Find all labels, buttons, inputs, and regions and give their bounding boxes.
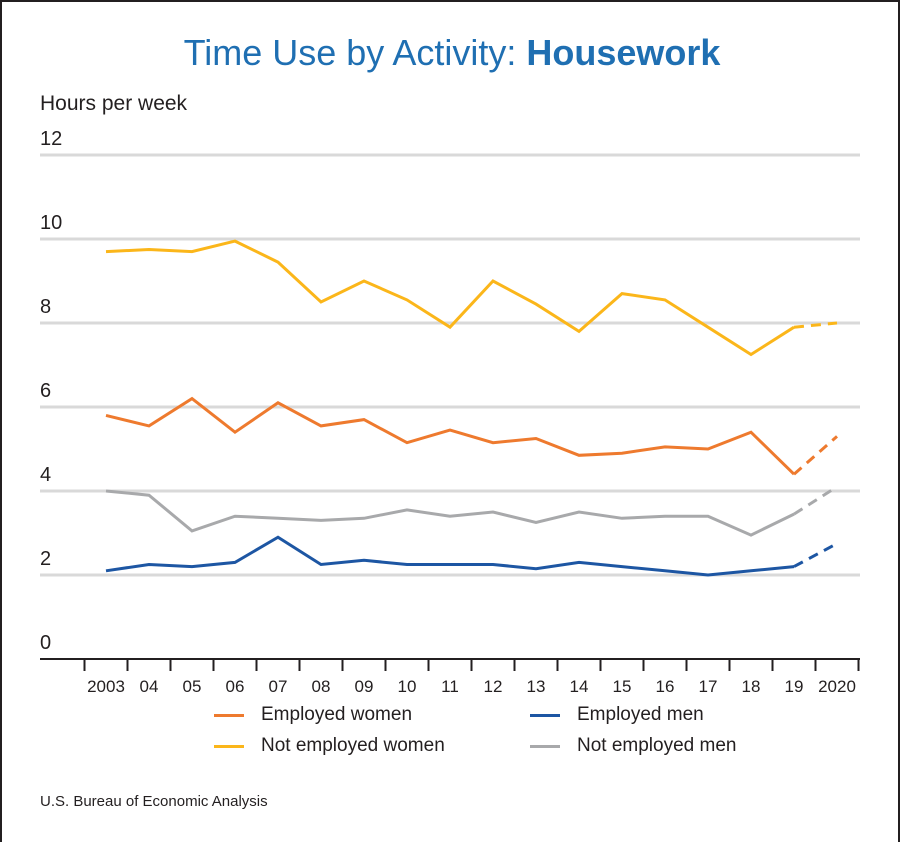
series-line-not_employed_men xyxy=(105,489,795,537)
x-tick-label: 12 xyxy=(484,677,503,696)
series-dashed-employed_women xyxy=(793,435,838,476)
x-tick-label: 08 xyxy=(312,677,331,696)
x-tick-label: 04 xyxy=(140,677,159,696)
source-note: U.S. Bureau of Economic Analysis xyxy=(40,793,268,810)
y-tick-label: 6 xyxy=(40,380,51,402)
x-tick-label: 17 xyxy=(699,677,718,696)
y-tick-label: 12 xyxy=(40,128,62,150)
x-axis xyxy=(40,658,860,671)
y-tick-label: 10 xyxy=(40,212,62,234)
x-tick-label: 16 xyxy=(656,677,675,696)
x-tick-label: 05 xyxy=(183,677,202,696)
chart-title: Time Use by Activity: Housework xyxy=(0,32,904,74)
y-tick-label: 0 xyxy=(40,632,51,654)
y-tick-label: 2 xyxy=(40,548,51,570)
y-tick-labels: 0 2 4 6 8 10 12 xyxy=(40,128,62,654)
x-tick-labels: 2003 04 05 06 07 08 09 10 11 12 13 14 15 16 17 18 19 2020 xyxy=(87,677,856,696)
gridlines xyxy=(40,153,860,577)
title-regular: Time Use by Activity: xyxy=(183,32,527,73)
x-tick-label: 06 xyxy=(226,677,245,696)
series-dashed-employed_men xyxy=(793,542,838,568)
y-tick-label: 8 xyxy=(40,296,51,318)
x-tick-label: 07 xyxy=(269,677,288,696)
x-tick-label: 2003 xyxy=(87,677,125,696)
series-line-employed_women xyxy=(105,396,796,476)
x-tick-label: 15 xyxy=(613,677,632,696)
x-tick-label: 13 xyxy=(527,677,546,696)
y-tick-label: 4 xyxy=(40,464,51,486)
y-axis-unit-label: Hours per week xyxy=(40,92,188,115)
title-bold: Housework xyxy=(526,32,721,73)
x-tick-label: 14 xyxy=(570,677,589,696)
x-tick-label: 09 xyxy=(355,677,374,696)
x-tick-label: 18 xyxy=(742,677,761,696)
series-line-employed_men xyxy=(105,535,795,577)
x-tick-label: 10 xyxy=(398,677,417,696)
series-lines xyxy=(105,239,838,577)
x-tick-label: 19 xyxy=(785,677,804,696)
series-line-not_employed_women xyxy=(105,239,795,357)
x-tick-label: 2020 xyxy=(818,677,856,696)
x-tick-label: 11 xyxy=(441,677,459,696)
series-dashed-not_employed_men xyxy=(793,485,838,516)
series-dashed-not_employed_women xyxy=(793,321,838,329)
